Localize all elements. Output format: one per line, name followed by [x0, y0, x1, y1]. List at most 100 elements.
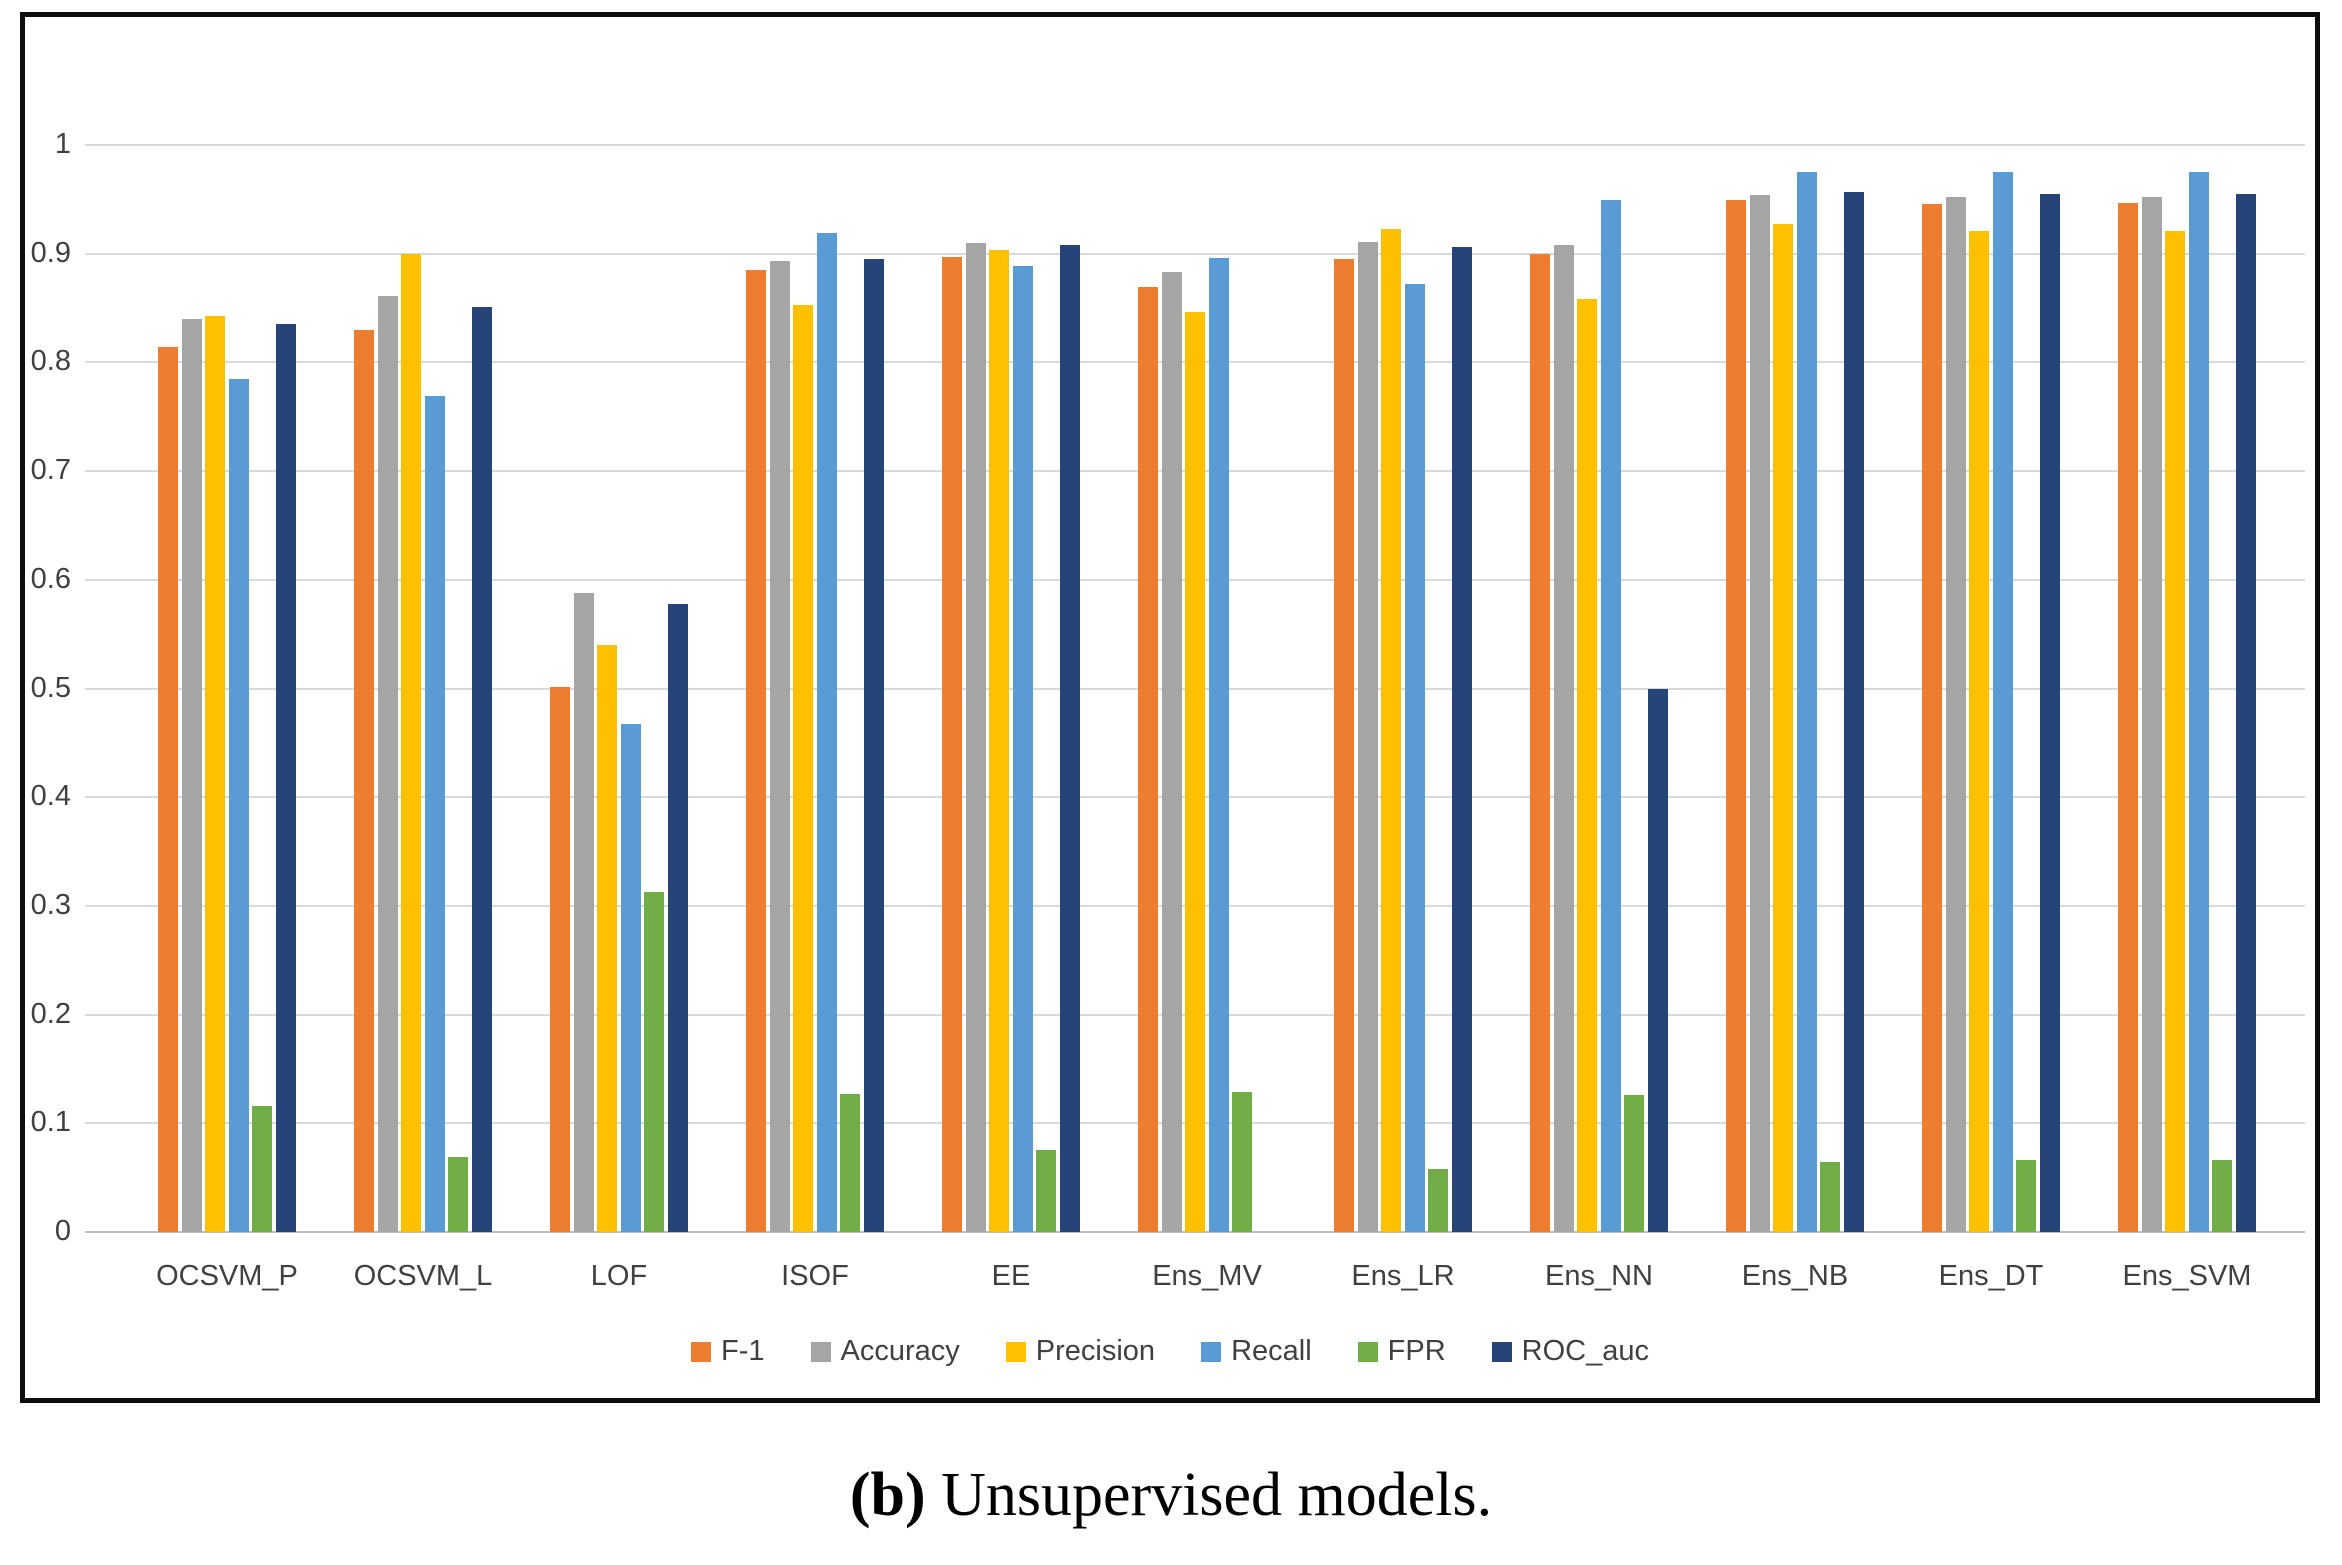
y-tick-label: 0.6 [30, 562, 71, 595]
legend-label: FPR [1387, 1335, 1446, 1367]
y-tick-label: 0.3 [30, 888, 71, 921]
bar-Ens_SVM-Accuracy [2141, 197, 2162, 1232]
bar-ISOF-Precision [793, 304, 814, 1232]
bar-OCSVM_L-Precision [401, 253, 422, 1232]
y-tick-label: 0.2 [30, 997, 71, 1030]
x-tick-label-EE: EE [991, 1260, 1031, 1292]
bar-OCSVM_L-Recall [424, 396, 445, 1232]
legend-swatch-icon [810, 1341, 831, 1362]
bar-group-LOF [549, 145, 690, 1232]
legend-item-Accuracy: Accuracy [810, 1335, 960, 1368]
gridline [85, 252, 2305, 255]
bar-ISOF-ROC_auc [863, 259, 884, 1232]
bar-ISOF-Recall [816, 233, 837, 1232]
bar-OCSVM_P-Precision [205, 315, 226, 1232]
bar-LOF-FPR [644, 891, 665, 1232]
bar-Ens_DT-Accuracy [1945, 197, 1966, 1232]
figure-caption: (b) Unsupervised models. [0, 1460, 2342, 1531]
legend-item-F-1: F-1 [691, 1335, 765, 1368]
bar-EE-Accuracy [965, 242, 986, 1232]
y-tick-label: 0.1 [30, 1106, 71, 1139]
bar-group-OCSVM_P [157, 145, 298, 1232]
bar-Ens_DT-ROC_auc [2039, 193, 2060, 1232]
bar-Ens_SVM-Recall [2188, 172, 2209, 1232]
gridline [85, 144, 2305, 146]
bar-group-Ens_NB [1725, 145, 1866, 1232]
bar-Ens_NN-Accuracy [1553, 245, 1574, 1232]
bar-OCSVM_P-FPR [252, 1105, 273, 1232]
legend-label: Accuracy [840, 1335, 960, 1367]
caption-text: Unsupervised models. [925, 1461, 1493, 1529]
legend-label: Recall [1231, 1335, 1312, 1367]
x-axis-line [85, 1231, 2305, 1233]
bar-Ens_DT-Precision [1969, 230, 1990, 1232]
bar-Ens_NN-Recall [1600, 200, 1621, 1232]
bar-Ens_SVM-ROC_auc [2235, 193, 2256, 1232]
bar-OCSVM_L-ROC_auc [471, 306, 492, 1232]
plot-area: 0 0.1 0.2 0.3 0.4 0.5 0.6 0.7 0.8 0.9 1 OCSVM_P OCSV… [31, 130, 2305, 1292]
bar-group-EE [941, 145, 1082, 1232]
bar-Ens_NB-F-1 [1726, 200, 1747, 1232]
bar-group-Ens_SVM [2117, 145, 2258, 1232]
legend-label: F-1 [721, 1335, 765, 1367]
bar-group-Ens_NN [1529, 145, 1670, 1232]
y-tick-label: 0.5 [30, 671, 71, 704]
legend-item-Recall: Recall [1201, 1335, 1312, 1368]
x-tick-label-OCSVM_P: OCSVM_P [156, 1260, 298, 1292]
bar-ISOF-FPR [840, 1093, 861, 1232]
bar-OCSVM_P-Recall [228, 378, 249, 1232]
bar-Ens_NN-Precision [1577, 299, 1598, 1232]
bar-Ens_NN-ROC_auc [1647, 688, 1668, 1232]
bar-EE-F-1 [942, 256, 963, 1232]
legend-label: Precision [1035, 1335, 1156, 1367]
bar-ISOF-Accuracy [769, 261, 790, 1232]
bar-LOF-ROC_auc [667, 603, 688, 1232]
chart-frame: 0 0.1 0.2 0.3 0.4 0.5 0.6 0.7 0.8 0.9 1 OCSVM_P OCSV… [20, 12, 2320, 1403]
bar-Ens_NB-Accuracy [1749, 195, 1770, 1232]
bar-EE-ROC_auc [1059, 245, 1080, 1232]
bar-Ens_SVM-FPR [2212, 1160, 2233, 1232]
caption-marker: (b) [849, 1461, 926, 1529]
bar-Ens_LR-Precision [1381, 228, 1402, 1232]
bar-group-OCSVM_L [353, 145, 494, 1232]
chart-legend: F-1 Accuracy Precision Recall FPR ROC_auc [25, 1335, 2315, 1368]
bar-OCSVM_L-FPR [448, 1157, 469, 1232]
y-tick-label: 0.7 [30, 454, 71, 487]
legend-item-FPR: FPR [1357, 1335, 1446, 1368]
legend-item-Precision: Precision [1005, 1335, 1156, 1368]
bar-OCSVM_P-F-1 [158, 347, 179, 1232]
legend-item-ROC_auc: ROC_auc [1491, 1335, 1649, 1368]
bar-Ens_MV-F-1 [1138, 287, 1159, 1232]
y-tick-label: 0.8 [30, 345, 71, 378]
bar-Ens_MV-FPR [1232, 1091, 1253, 1232]
bar-Ens_NB-FPR [1820, 1162, 1841, 1232]
bar-Ens_SVM-Precision [2165, 230, 2186, 1232]
y-tick-label: 0 [54, 1215, 71, 1247]
x-tick-label-LOF: LOF [590, 1260, 648, 1292]
legend-swatch-icon [691, 1341, 712, 1362]
y-tick-label: 1 [54, 128, 71, 160]
bar-group-ISOF [745, 145, 886, 1232]
legend-swatch-icon [1357, 1341, 1378, 1362]
bar-Ens_NB-Recall [1796, 172, 1817, 1232]
legend-swatch-icon [1005, 1341, 1026, 1362]
legend-swatch-icon [1201, 1341, 1222, 1362]
bar-LOF-Recall [620, 724, 641, 1232]
bar-Ens_NN-F-1 [1530, 253, 1551, 1232]
bar-Ens_DT-Recall [1992, 172, 2013, 1232]
bar-Ens_LR-Accuracy [1357, 241, 1378, 1232]
x-tick-label-OCSVM_L: OCSVM_L [353, 1260, 493, 1292]
legend-label: ROC_auc [1521, 1335, 1649, 1367]
bar-Ens_MV-Accuracy [1161, 272, 1182, 1232]
bar-EE-Precision [989, 250, 1010, 1232]
bar-Ens_MV-Precision [1185, 312, 1206, 1232]
y-tick-label: 0.4 [30, 780, 71, 813]
bar-EE-Recall [1012, 265, 1033, 1232]
bar-Ens_SVM-F-1 [2118, 202, 2139, 1232]
bar-group-Ens_DT [1921, 145, 2062, 1232]
x-tick-label-Ens_DT: Ens_DT [1938, 1260, 2044, 1292]
bar-Ens_DT-F-1 [1922, 203, 1943, 1232]
legend-swatch-icon [1491, 1341, 1512, 1362]
x-tick-label-Ens_LR: Ens_LR [1351, 1260, 1455, 1292]
x-tick-label-Ens_MV: Ens_MV [1152, 1260, 1262, 1292]
